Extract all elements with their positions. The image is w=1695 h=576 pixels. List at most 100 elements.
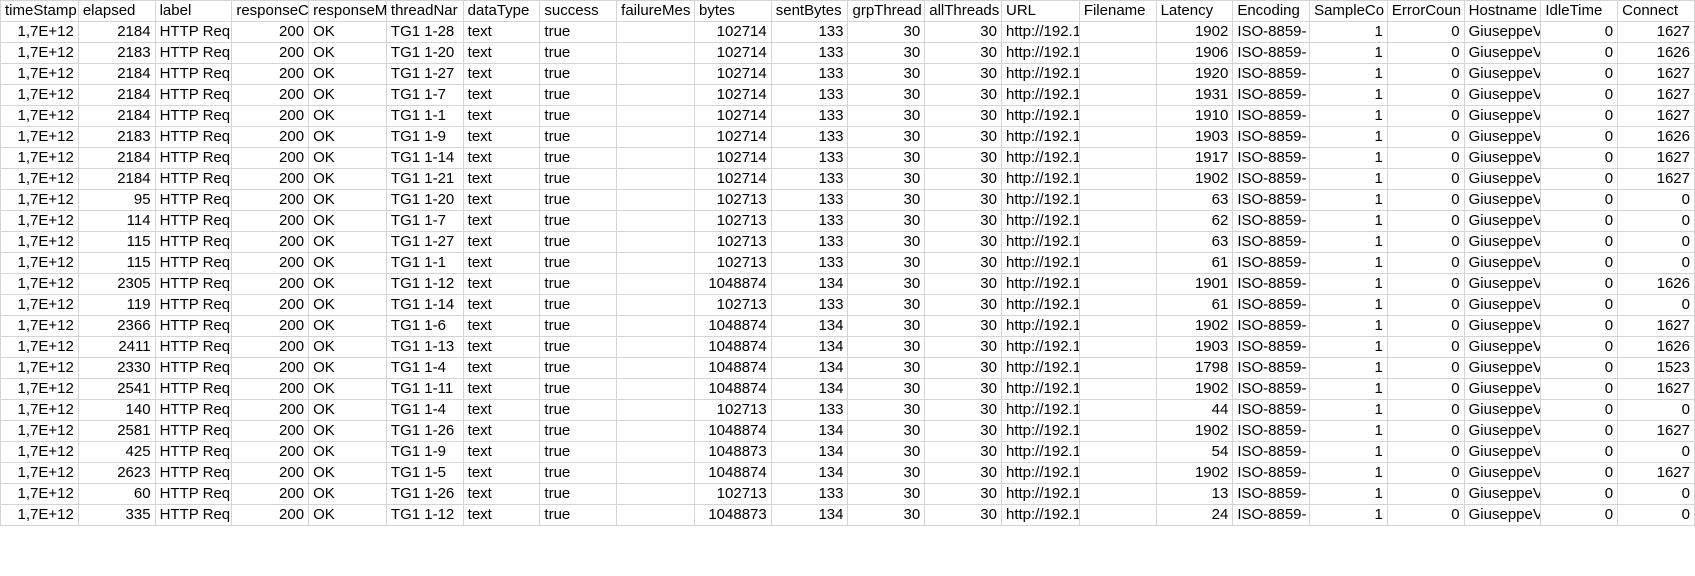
cell-responsemessage[interactable]: OK (308, 420, 387, 442)
cell-responsemessage[interactable]: OK (308, 21, 387, 43)
cell-elapsed[interactable]: 140 (77, 399, 156, 421)
cell-timestamp[interactable]: 1,7E+12 (0, 147, 79, 169)
cell-filename[interactable] (1078, 105, 1157, 127)
cell-filename[interactable] (1078, 441, 1157, 463)
cell-filename[interactable] (1078, 147, 1157, 169)
cell-filename[interactable] (1078, 273, 1157, 295)
cell-elapsed[interactable]: 2366 (77, 315, 156, 337)
cell-elapsed[interactable]: 2184 (77, 147, 156, 169)
column-header-grpthreads[interactable]: grpThread (847, 0, 926, 22)
column-header-filename[interactable]: Filename (1078, 0, 1157, 22)
cell-hostname[interactable]: GiuseppeV (1463, 126, 1542, 148)
cell-idletime[interactable]: 0 (1540, 126, 1619, 148)
cell-bytes[interactable]: 102714 (693, 42, 772, 64)
cell-connect[interactable]: 1627 (1617, 378, 1695, 400)
cell-threadname[interactable]: TG1 1-27 (385, 63, 464, 85)
cell-idletime[interactable]: 0 (1540, 147, 1619, 169)
cell-connect[interactable]: 0 (1617, 483, 1695, 505)
cell-datatype[interactable]: text (462, 399, 541, 421)
cell-idletime[interactable]: 0 (1540, 273, 1619, 295)
cell-connect[interactable]: 0 (1617, 252, 1695, 274)
cell-bytes[interactable]: 1048874 (693, 273, 772, 295)
cell-label[interactable]: HTTP Requ (154, 294, 233, 316)
cell-label[interactable]: HTTP Requ (154, 189, 233, 211)
cell-datatype[interactable]: text (462, 273, 541, 295)
cell-datatype[interactable]: text (462, 189, 541, 211)
cell-bytes[interactable]: 102713 (693, 189, 772, 211)
cell-responsecode[interactable]: 200 (231, 357, 310, 379)
cell-timestamp[interactable]: 1,7E+12 (0, 63, 79, 85)
cell-threadname[interactable]: TG1 1-28 (385, 21, 464, 43)
cell-filename[interactable] (1078, 378, 1157, 400)
cell-timestamp[interactable]: 1,7E+12 (0, 504, 79, 526)
cell-failuremessage[interactable] (616, 336, 695, 358)
cell-connect[interactable]: 1627 (1617, 147, 1695, 169)
cell-idletime[interactable]: 0 (1540, 189, 1619, 211)
cell-failuremessage[interactable] (616, 189, 695, 211)
cell-bytes[interactable]: 102714 (693, 63, 772, 85)
cell-threadname[interactable]: TG1 1-27 (385, 231, 464, 253)
cell-allthreads[interactable]: 30 (924, 189, 1002, 211)
column-header-allthreads[interactable]: allThreads (924, 0, 1002, 22)
cell-connect[interactable]: 1627 (1617, 315, 1695, 337)
cell-connect[interactable]: 0 (1617, 294, 1695, 316)
cell-allthreads[interactable]: 30 (924, 63, 1002, 85)
cell-connect[interactable]: 0 (1617, 441, 1695, 463)
cell-responsecode[interactable]: 200 (231, 210, 310, 232)
cell-responsecode[interactable]: 200 (231, 252, 310, 274)
cell-hostname[interactable]: GiuseppeV (1463, 357, 1542, 379)
cell-url[interactable]: http://192.168.56.4/ (1000, 378, 1080, 400)
cell-label[interactable]: HTTP Requ (154, 63, 233, 85)
cell-filename[interactable] (1078, 420, 1157, 442)
cell-grpthreads[interactable]: 30 (847, 504, 926, 526)
cell-failuremessage[interactable] (616, 357, 695, 379)
cell-connect[interactable]: 1627 (1617, 105, 1695, 127)
cell-connect[interactable]: 1627 (1617, 84, 1695, 106)
cell-bytes[interactable]: 102713 (693, 231, 772, 253)
cell-idletime[interactable]: 0 (1540, 399, 1619, 421)
cell-encoding[interactable]: ISO-8859- (1232, 105, 1311, 127)
cell-encoding[interactable]: ISO-8859- (1232, 483, 1311, 505)
cell-responsecode[interactable]: 200 (231, 504, 310, 526)
cell-connect[interactable]: 1627 (1617, 462, 1695, 484)
column-header-samplecount[interactable]: SampleCo (1309, 0, 1388, 22)
cell-bytes[interactable]: 102714 (693, 168, 772, 190)
cell-timestamp[interactable]: 1,7E+12 (0, 210, 79, 232)
column-header-responsecode[interactable]: responseC (231, 0, 310, 22)
cell-failuremessage[interactable] (616, 252, 695, 274)
cell-encoding[interactable]: ISO-8859- (1232, 462, 1311, 484)
cell-latency[interactable]: 63 (1155, 231, 1234, 253)
column-header-datatype[interactable]: dataType (462, 0, 541, 22)
cell-encoding[interactable]: ISO-8859- (1232, 399, 1311, 421)
cell-label[interactable]: HTTP Requ (154, 399, 233, 421)
cell-bytes[interactable]: 1048874 (693, 357, 772, 379)
cell-latency[interactable]: 1903 (1155, 126, 1234, 148)
cell-elapsed[interactable]: 2184 (77, 105, 156, 127)
cell-label[interactable]: HTTP Requ (154, 147, 233, 169)
cell-errorcount[interactable]: 0 (1386, 252, 1465, 274)
cell-responsemessage[interactable]: OK (308, 441, 387, 463)
cell-responsecode[interactable]: 200 (231, 399, 310, 421)
cell-responsecode[interactable]: 200 (231, 441, 310, 463)
cell-failuremessage[interactable] (616, 273, 695, 295)
cell-url[interactable]: http://192.168.56.4/ (1000, 399, 1080, 421)
cell-datatype[interactable]: text (462, 105, 541, 127)
cell-success[interactable]: true (539, 105, 618, 127)
cell-success[interactable]: true (539, 483, 618, 505)
cell-sentbytes[interactable]: 133 (770, 63, 849, 85)
cell-threadname[interactable]: TG1 1-20 (385, 189, 464, 211)
cell-latency[interactable]: 1917 (1155, 147, 1234, 169)
cell-success[interactable]: true (539, 252, 618, 274)
cell-url[interactable]: http://192.168.56.4/ (1000, 294, 1080, 316)
cell-success[interactable]: true (539, 441, 618, 463)
cell-label[interactable]: HTTP Requ (154, 336, 233, 358)
cell-bytes[interactable]: 102714 (693, 21, 772, 43)
cell-encoding[interactable]: ISO-8859- (1232, 210, 1311, 232)
cell-allthreads[interactable]: 30 (924, 336, 1002, 358)
cell-idletime[interactable]: 0 (1540, 441, 1619, 463)
cell-hostname[interactable]: GiuseppeV (1463, 336, 1542, 358)
cell-encoding[interactable]: ISO-8859- (1232, 441, 1311, 463)
cell-responsecode[interactable]: 200 (231, 168, 310, 190)
cell-success[interactable]: true (539, 336, 618, 358)
cell-responsemessage[interactable]: OK (308, 42, 387, 64)
